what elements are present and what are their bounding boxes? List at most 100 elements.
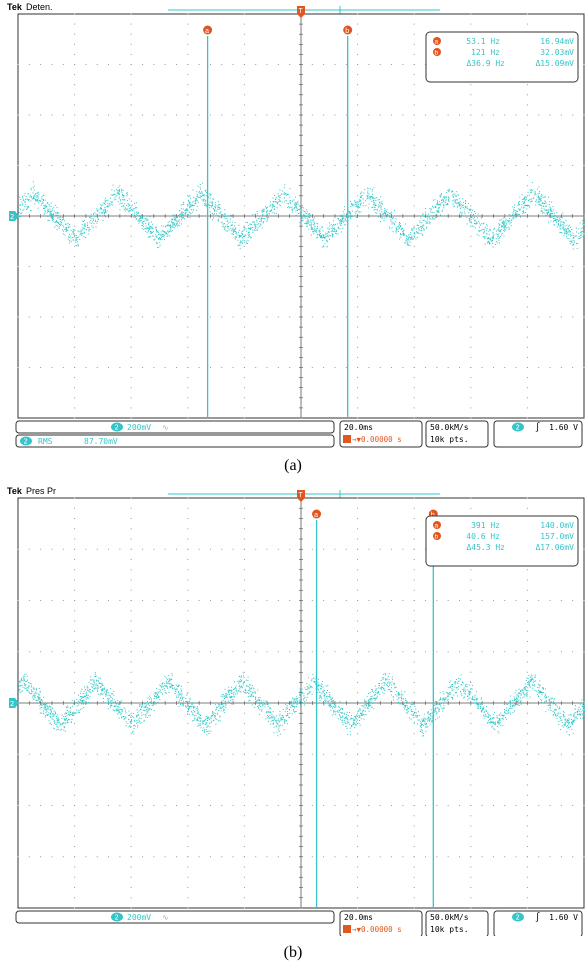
sample-dot (313, 229, 315, 231)
sample-dot (267, 206, 269, 208)
sample-dot (65, 228, 67, 230)
sample-dot (435, 214, 437, 216)
sample-dot (279, 720, 281, 722)
sample-dot (331, 697, 333, 699)
sample-dot (325, 700, 327, 702)
sample-dot (70, 237, 72, 239)
sample-dot (295, 203, 297, 205)
grid-dot (153, 266, 155, 267)
grid-dot (74, 897, 76, 899)
grid-dot (311, 64, 313, 65)
sample-dot (565, 233, 567, 235)
sample-dot (566, 233, 568, 235)
sample-dot (358, 205, 360, 207)
sample-dot (102, 202, 104, 204)
sample-dot (58, 226, 60, 228)
sample-dot (178, 222, 180, 224)
sample-dot (553, 712, 555, 714)
grid-dot (357, 651, 359, 653)
sample-dot (429, 223, 431, 225)
grid-dot (470, 579, 472, 581)
grid-dot (447, 856, 449, 858)
grid-dot (187, 538, 189, 540)
sample-dot (389, 216, 391, 218)
grid-dot (470, 175, 472, 177)
sample-dot (351, 726, 353, 728)
sample-dot (500, 235, 502, 237)
sample-dot (125, 721, 127, 723)
sample-dot (69, 711, 71, 713)
sample-dot (447, 189, 449, 191)
sample-dot (64, 234, 66, 236)
sample-dot (224, 688, 226, 690)
sample-dot (299, 214, 301, 216)
sample-dot (458, 194, 460, 196)
sample-dot (286, 194, 288, 196)
sample-dot (154, 695, 156, 697)
sample-dot (373, 199, 375, 201)
grid-dot (526, 661, 528, 663)
sample-dot (229, 221, 231, 223)
sample-dot (359, 715, 361, 717)
sample-dot (179, 215, 181, 217)
sample-dot (126, 192, 128, 194)
sample-dot (497, 236, 499, 238)
sample-dot (431, 715, 433, 717)
sample-dot (206, 192, 208, 194)
grid-dot (470, 266, 472, 267)
grid-dot (187, 316, 189, 318)
sample-dot (445, 204, 447, 206)
sample-dot (230, 230, 232, 232)
sample-dot (366, 198, 368, 200)
sample-dot (546, 209, 548, 211)
sample-dot (527, 192, 529, 194)
sample-dot (317, 237, 319, 239)
sample-dot (478, 230, 480, 232)
sample-dot (171, 221, 173, 223)
grid-dot (187, 692, 189, 694)
sample-dot (523, 205, 525, 207)
sample-dot (542, 202, 544, 204)
sample-dot (138, 222, 140, 224)
timebase-value: 20.0ms (344, 423, 373, 432)
sample-dot (78, 245, 80, 247)
sample-dot (486, 232, 488, 234)
sample-dot (519, 208, 521, 210)
sample-dot (452, 203, 454, 205)
readout-a-frequency: 53.1 Hz (466, 37, 500, 46)
sample-dot (183, 201, 185, 203)
grid-dot (243, 154, 245, 156)
sample-dot (341, 218, 343, 220)
grid-dot (515, 805, 517, 806)
sample-dot (164, 239, 166, 241)
sample-dot (390, 219, 392, 221)
sample-dot (165, 233, 167, 235)
sample-dot (411, 714, 413, 716)
sample-dot (248, 231, 250, 233)
sample-dot (487, 242, 489, 244)
sample-dot (22, 204, 24, 206)
grid-dot (28, 805, 30, 806)
grid-dot (243, 195, 245, 197)
sample-dot (51, 711, 53, 713)
sample-dot (405, 706, 407, 708)
grid-dot (96, 856, 98, 858)
sample-dot (217, 219, 219, 221)
sample-dot (51, 210, 53, 212)
channel-ground-number: 2 (10, 213, 14, 221)
sample-dot (549, 206, 551, 208)
sample-dot (191, 702, 193, 704)
sample-dot (57, 214, 59, 216)
sample-dot (551, 210, 553, 212)
grid-dot (413, 316, 415, 318)
grid-dot (357, 712, 359, 714)
sample-dot (152, 228, 154, 230)
sample-dot (37, 195, 39, 197)
sample-dot (312, 228, 314, 230)
grid-dot (357, 175, 359, 177)
grid-dot (243, 245, 245, 247)
grid-dot (357, 124, 359, 126)
sample-dot (323, 701, 325, 703)
sample-dot (307, 222, 309, 224)
sample-dot (323, 236, 325, 238)
